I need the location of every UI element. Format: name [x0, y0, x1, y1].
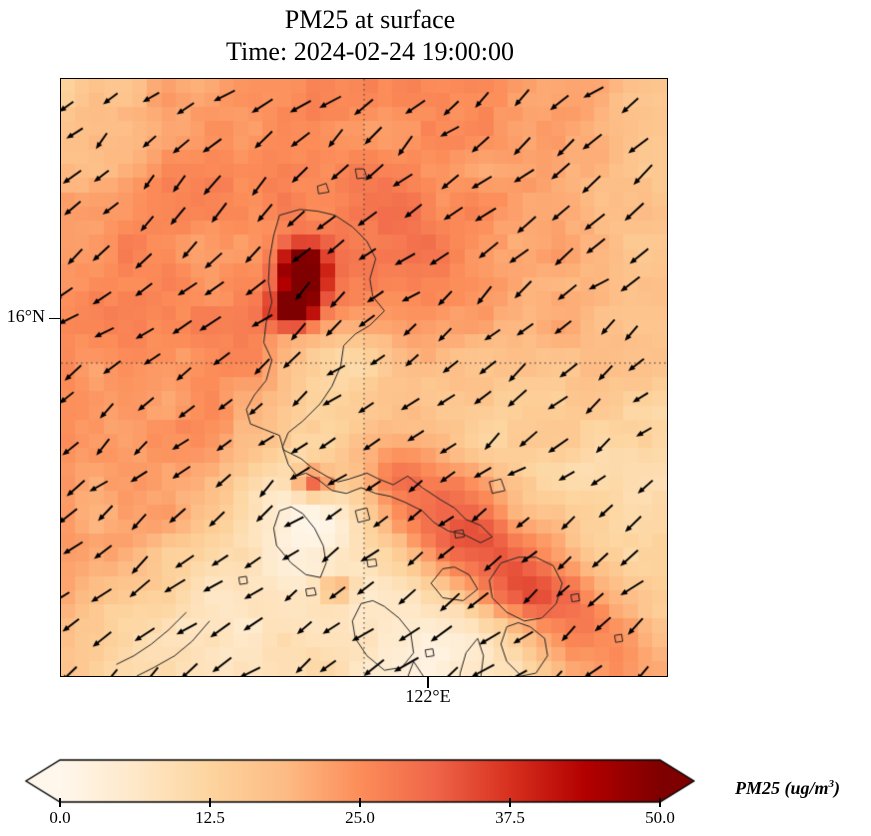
- colorbar-tick: [209, 798, 211, 807]
- longitude-axis-label: 122°E: [405, 686, 451, 706]
- colorbar-title-text: PM25 (ug/m: [735, 778, 829, 798]
- colorbar-gradient: [24, 758, 696, 804]
- colorbar-tick-label: 25.0: [345, 808, 375, 827]
- chart-title-block: PM25 at surface Time: 2024-02-24 19:00:0…: [0, 4, 740, 68]
- pm25-heatmap-canvas: [61, 79, 667, 676]
- colorbar-tick: [59, 798, 61, 807]
- colorbar-title-exponent: 3: [828, 778, 835, 790]
- chart-subtitle-time: Time: 2024-02-24 19:00:00: [226, 37, 514, 66]
- map-plot-area: [60, 78, 668, 677]
- colorbar-tick: [509, 798, 511, 807]
- colorbar-title: PM25 (ug/m3): [735, 778, 871, 799]
- colorbar: 0.0 12.5 25.0 37.5 50.0 PM25 (ug/m3): [0, 752, 871, 836]
- colorbar-tick: [659, 798, 661, 807]
- chart-title: PM25 at surface: [284, 5, 456, 34]
- colorbar-tick: [359, 798, 361, 807]
- colorbar-tick-label: 37.5: [495, 808, 525, 827]
- longitude-tick-mark: [427, 677, 429, 688]
- colorbar-tick-label: 0.0: [49, 808, 71, 827]
- colorbar-title-tail: ): [834, 778, 841, 798]
- latitude-tick-mark: [49, 317, 60, 320]
- latitude-axis-label: 16°N: [6, 306, 45, 326]
- colorbar-tick-label: 50.0: [645, 808, 675, 827]
- colorbar-tick-label: 12.5: [195, 808, 225, 827]
